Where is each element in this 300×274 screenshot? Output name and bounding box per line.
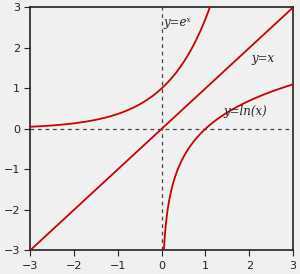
Text: y=ln(x): y=ln(x)	[223, 105, 267, 118]
Text: y=x: y=x	[251, 52, 274, 65]
Text: y=eˣ: y=eˣ	[164, 16, 191, 29]
